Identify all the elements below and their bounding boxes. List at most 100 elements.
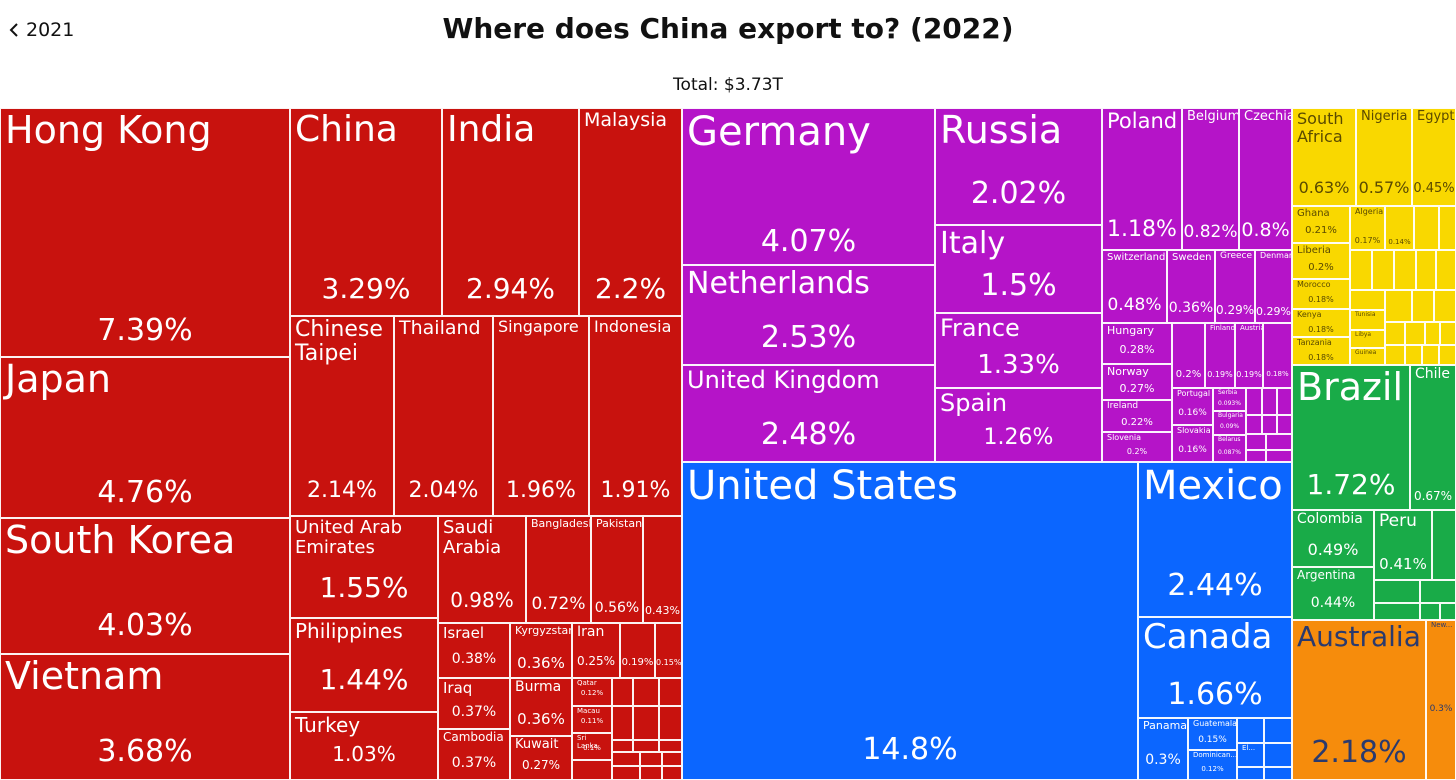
tile-small-europe[interactable] — [1262, 388, 1277, 415]
tile-small-asia[interactable] — [572, 760, 612, 780]
tile-chile[interactable]: Chile 0.67% — [1410, 365, 1456, 510]
tile-saudi-arabia[interactable]: Saudi Arabia 0.98% — [438, 516, 526, 623]
tile-qatar[interactable]: Qatar 0.12% — [572, 678, 612, 706]
tile-small-asia[interactable] — [633, 740, 659, 752]
tile-small-asia[interactable] — [612, 740, 633, 752]
tile-asia-26[interactable]: 0.15% — [655, 623, 682, 678]
tile-portugal[interactable]: Portugal 0.16% — [1172, 388, 1213, 425]
tile-el[interactable]: El... — [1237, 743, 1264, 767]
tile-guinea[interactable]: Guinea — [1350, 348, 1385, 365]
tile-small-africa[interactable] — [1414, 206, 1439, 250]
tile-small-north-america[interactable] — [1264, 718, 1292, 743]
tile-small-europe[interactable] — [1262, 415, 1277, 434]
tile-slovenia[interactable]: Slovenia 0.2% — [1102, 432, 1172, 462]
tile-small-asia[interactable] — [659, 740, 682, 752]
tile-chinese-taipei[interactable]: Chinese Taipei 2.14% — [290, 316, 394, 516]
tile-kuwait[interactable]: Kuwait 0.27% — [510, 736, 572, 780]
tile-small-africa[interactable] — [1434, 290, 1456, 322]
tile-south-africa[interactable]: South Africa 0.63% — [1292, 108, 1356, 206]
tile-austria[interactable]: Austria 0.19% — [1235, 323, 1263, 388]
tile-small-africa[interactable] — [1436, 250, 1456, 290]
tile-small-asia[interactable] — [633, 706, 659, 740]
tile-switzerland[interactable]: Switzerland 0.48% — [1102, 250, 1167, 323]
tile-small-north-america[interactable] — [1264, 767, 1292, 780]
tile-tunisia[interactable]: Tunisia — [1350, 310, 1385, 330]
tile-small-asia[interactable] — [662, 766, 682, 780]
tile-vietnam[interactable]: Vietnam 3.68% — [0, 654, 290, 780]
tile-small-africa[interactable] — [1439, 206, 1456, 250]
tile-small-europe[interactable] — [1277, 388, 1292, 415]
tile-philippines[interactable]: Philippines 1.44% — [290, 618, 438, 712]
tile-australia[interactable]: Australia 2.18% — [1292, 620, 1426, 780]
tile-small-africa[interactable] — [1422, 345, 1439, 365]
tile-israel[interactable]: Israel 0.38% — [438, 623, 510, 678]
tile-cambodia[interactable]: Cambodia 0.37% — [438, 729, 510, 780]
tile-small-africa[interactable] — [1425, 322, 1440, 345]
tile-united-kingdom[interactable]: United Kingdom 2.48% — [682, 365, 935, 462]
tile-small-africa[interactable] — [1385, 345, 1405, 365]
tile-italy[interactable]: Italy 1.5% — [935, 225, 1102, 313]
tile-kenya[interactable]: Kenya 0.18% — [1292, 309, 1350, 337]
tile-small-africa[interactable] — [1350, 250, 1372, 290]
tile-finland[interactable]: Finland 0.19% — [1205, 323, 1235, 388]
tile-europe-21[interactable]: 0.18% — [1263, 323, 1292, 388]
tile-small-asia[interactable] — [612, 678, 633, 706]
tile-small-europe[interactable] — [1246, 434, 1266, 450]
tile-iran[interactable]: Iran 0.25% — [572, 623, 620, 678]
tile-kyrgyzstan[interactable]: Kyrgyzstan 0.36% — [510, 623, 572, 678]
tile-dominican[interactable]: Dominican... 0.12% — [1188, 750, 1237, 780]
back-link[interactable]: 2021 — [6, 16, 74, 44]
tile-small-north-america[interactable] — [1264, 743, 1292, 767]
tile-singapore[interactable]: Singapore 1.96% — [493, 316, 589, 516]
tile-small-north-america[interactable] — [1237, 718, 1264, 743]
tile-belgium[interactable]: Belgium 0.82% — [1182, 108, 1239, 250]
tile-small-south-america[interactable] — [1374, 603, 1420, 620]
tile-greece[interactable]: Greece 0.29% — [1215, 250, 1255, 323]
tile-czechia[interactable]: Czechia 0.8% — [1239, 108, 1292, 250]
tile-canada[interactable]: Canada 1.66% — [1138, 617, 1292, 718]
tile-ireland[interactable]: Ireland 0.22% — [1102, 400, 1172, 432]
tile-small-europe[interactable] — [1246, 388, 1262, 415]
tile-small-asia[interactable] — [612, 766, 640, 780]
tile-asia-25[interactable]: 0.19% — [620, 623, 655, 678]
tile-small-asia[interactable] — [659, 678, 682, 706]
tile-sri-lanka[interactable]: Sri Lanka 0.1% — [572, 733, 612, 760]
tile-slovakia[interactable]: Slovakia 0.16% — [1172, 425, 1213, 462]
tile-turkey[interactable]: Turkey 1.03% — [290, 712, 438, 780]
tile-small-asia[interactable] — [662, 752, 682, 766]
tile-hong-kong[interactable]: Hong Kong 7.39% — [0, 108, 290, 357]
tile-small-south-america[interactable] — [1374, 580, 1420, 603]
tile-bulgaria[interactable]: Bulgaria 0.09% — [1213, 411, 1246, 435]
tile-africa-9[interactable]: 0.14% — [1385, 206, 1414, 250]
tile-small-asia[interactable] — [612, 752, 640, 766]
tile-small-asia[interactable] — [659, 706, 682, 740]
tile-small-europe[interactable] — [1266, 450, 1292, 462]
tile-small-europe[interactable] — [1246, 450, 1266, 462]
tile-new[interactable]: New... 0.3% — [1426, 620, 1456, 780]
tile-small-africa[interactable] — [1405, 322, 1425, 345]
tile-small-asia[interactable] — [640, 766, 662, 780]
tile-small-africa[interactable] — [1394, 250, 1416, 290]
tile-nigeria[interactable]: Nigeria 0.57% — [1356, 108, 1412, 206]
tile-small-europe[interactable] — [1266, 434, 1292, 450]
tile-united-arab-emirates[interactable]: United Arab Emirates 1.55% — [290, 516, 438, 618]
tile-small-asia[interactable] — [612, 706, 633, 740]
tile-netherlands[interactable]: Netherlands 2.53% — [682, 265, 935, 365]
tile-small-europe[interactable] — [1277, 415, 1292, 434]
tile-south-korea[interactable]: South Korea 4.03% — [0, 518, 290, 654]
tile-small-europe[interactable] — [1246, 415, 1262, 434]
tile-china[interactable]: China 3.29% — [290, 108, 442, 316]
tile-brazil[interactable]: Brazil 1.72% — [1292, 365, 1410, 510]
tile-small-south-america[interactable] — [1432, 510, 1456, 580]
tile-morocco[interactable]: Morocco 0.18% — [1292, 279, 1350, 309]
tile-peru[interactable]: Peru 0.41% — [1374, 510, 1432, 580]
tile-iraq[interactable]: Iraq 0.37% — [438, 678, 510, 729]
tile-small-africa[interactable] — [1439, 345, 1456, 365]
tile-small-africa[interactable] — [1385, 290, 1412, 322]
tile-algeria[interactable]: Algeria 0.17% — [1350, 206, 1385, 250]
tile-mexico[interactable]: Mexico 2.44% — [1138, 462, 1292, 617]
tile-indonesia[interactable]: Indonesia 1.91% — [589, 316, 682, 516]
tile-ghana[interactable]: Ghana 0.21% — [1292, 206, 1350, 243]
tile-denmark[interactable]: Denmark 0.29% — [1255, 250, 1292, 323]
tile-small-africa[interactable] — [1412, 290, 1434, 322]
